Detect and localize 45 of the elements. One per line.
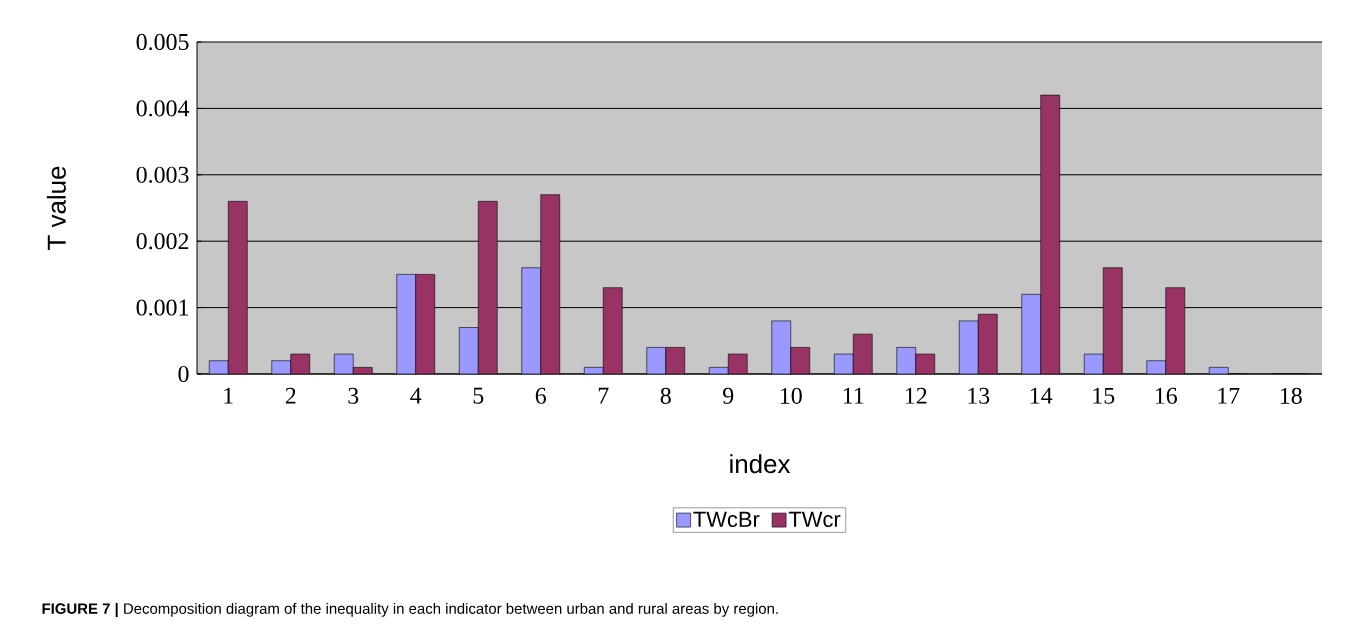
x-tick-label: 8 — [660, 387, 671, 404]
bar — [1040, 95, 1060, 374]
bar — [1165, 287, 1185, 374]
bar — [959, 320, 979, 374]
x-tick-label: 9 — [723, 387, 734, 404]
y-tick-label: 0.002 — [136, 233, 189, 250]
x-tick-label: 17 — [1218, 387, 1240, 404]
bar — [853, 334, 873, 374]
x-tick-label: 15 — [1093, 387, 1115, 404]
x-tick-label: 7 — [598, 387, 609, 404]
x-tick-label: 18 — [1280, 387, 1302, 404]
legend-label: TWcr — [788, 511, 841, 528]
bar — [459, 327, 479, 374]
bar — [228, 201, 248, 374]
bar — [521, 267, 541, 374]
bar — [603, 287, 623, 374]
x-tick-label: 12 — [905, 387, 927, 404]
bar — [396, 274, 416, 374]
bar — [978, 314, 998, 374]
bar — [540, 194, 560, 374]
y-tick-label: 0.004 — [136, 100, 190, 117]
x-tick-label: 3 — [348, 387, 359, 404]
x-tick-label: 14 — [1030, 387, 1053, 404]
y-tick-label: 0.001 — [136, 299, 189, 316]
y-tick-label: 0.003 — [136, 166, 189, 183]
bar — [1021, 294, 1041, 374]
text: FIGURE 7 | Decomposition diagram of the inequality in each indicator between urban and rural areas by region. — [42, 602, 778, 618]
x-tick-label: 10 — [780, 387, 802, 404]
y-tick-label: 0 — [178, 365, 189, 383]
x-tick-label: 1 — [224, 387, 233, 404]
bar — [771, 320, 791, 374]
x-tick-label: 16 — [1155, 387, 1177, 404]
x-tick-label: 11 — [843, 387, 864, 404]
bar — [415, 274, 435, 374]
bar — [478, 201, 498, 374]
x-tick-label: 4 — [410, 387, 422, 404]
x-tick-label: 5 — [473, 387, 484, 404]
bar — [1103, 267, 1123, 374]
y-tick-label: 0.005 — [136, 33, 189, 51]
x-tick-label: 6 — [535, 387, 547, 404]
x-tick-label: 2 — [285, 387, 296, 404]
x-tick-label: 13 — [968, 387, 990, 404]
legend-label: TWcBr — [693, 511, 760, 528]
y-axis-title: T value — [46, 166, 66, 250]
x-axis-title: index — [730, 454, 791, 474]
